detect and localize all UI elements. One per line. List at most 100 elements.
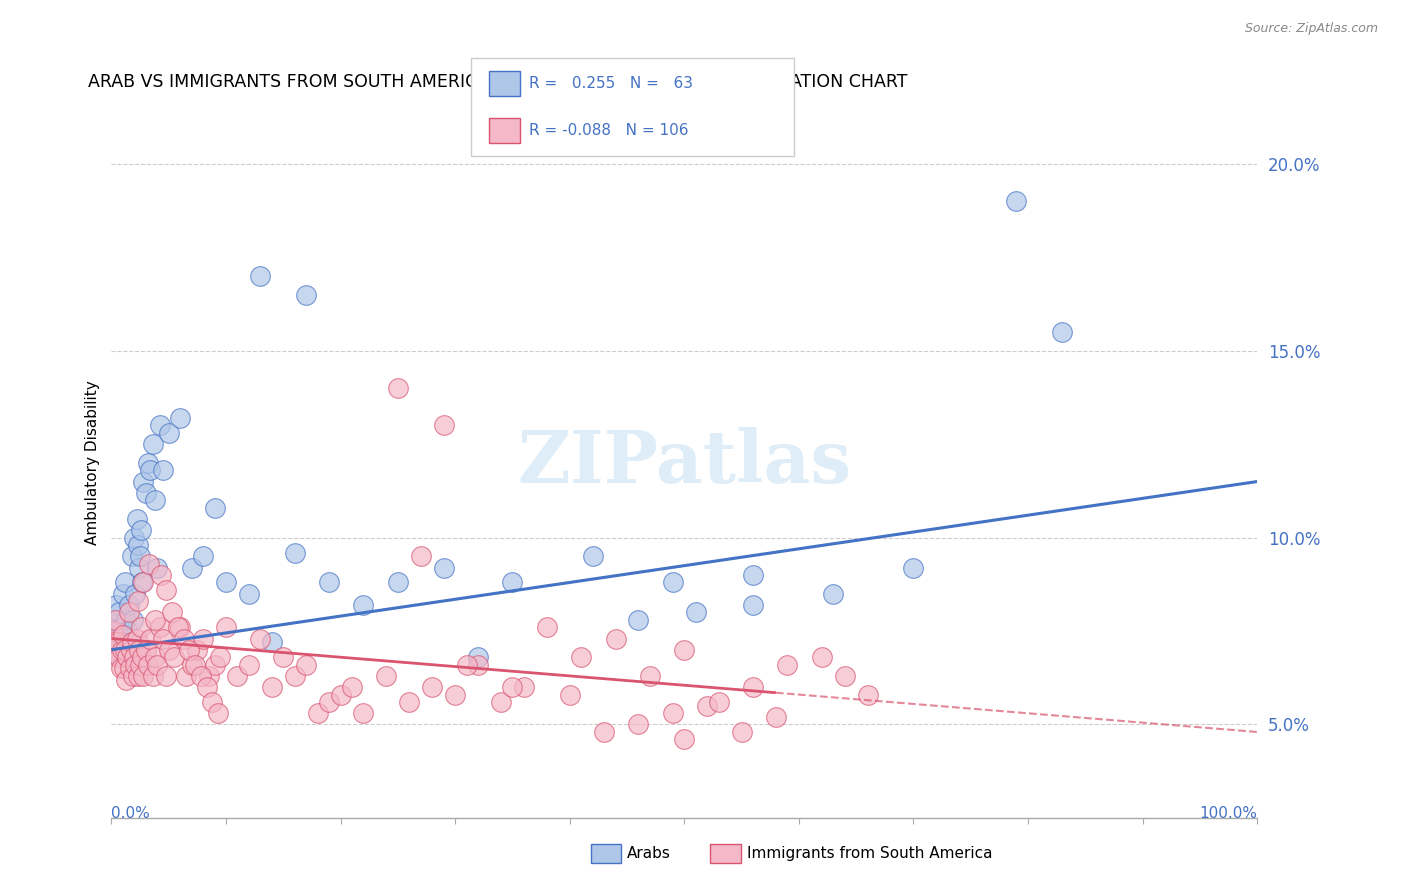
Point: [129, 523, 152, 537]
Point: [105, 650, 128, 665]
Text: R =   0.255   N =   63: R = 0.255 N = 63: [529, 77, 693, 91]
Point: [207, 706, 229, 721]
Point: [201, 695, 224, 709]
Point: [112, 635, 135, 649]
Point: [409, 549, 432, 564]
Point: [135, 642, 157, 657]
Point: [1052, 325, 1074, 339]
Point: [810, 650, 832, 665]
Point: [112, 661, 135, 675]
Point: [318, 575, 340, 590]
Point: [127, 669, 149, 683]
Point: [467, 650, 489, 665]
Point: [146, 657, 169, 672]
Text: R = -0.088   N = 106: R = -0.088 N = 106: [529, 123, 688, 137]
Point: [238, 587, 260, 601]
Point: [249, 268, 271, 283]
Point: [198, 669, 221, 683]
Point: [136, 657, 159, 672]
Point: [179, 642, 201, 657]
Point: [104, 613, 127, 627]
Point: [186, 642, 208, 657]
Point: [501, 575, 523, 590]
Point: [124, 531, 146, 545]
Point: [124, 657, 146, 672]
Point: [180, 560, 202, 574]
Point: [152, 463, 174, 477]
Point: [146, 560, 169, 574]
Point: [329, 688, 352, 702]
Point: [127, 594, 149, 608]
Point: [673, 642, 696, 657]
Point: [638, 669, 661, 683]
Point: [353, 598, 375, 612]
Point: [124, 587, 146, 601]
Point: [127, 538, 149, 552]
Point: [139, 463, 162, 477]
Text: Immigrants from South America: Immigrants from South America: [747, 847, 993, 861]
Point: [226, 669, 249, 683]
Point: [143, 650, 166, 665]
Text: ZIPatlas: ZIPatlas: [517, 427, 851, 499]
Point: [155, 582, 177, 597]
Point: [765, 710, 787, 724]
Point: [132, 575, 155, 590]
Point: [387, 381, 409, 395]
Point: [558, 688, 581, 702]
Point: [143, 493, 166, 508]
Point: [260, 680, 283, 694]
Point: [627, 613, 650, 627]
Text: 0.0%: 0.0%: [111, 805, 150, 821]
Text: ARAB VS IMMIGRANTS FROM SOUTH AMERICA AMBULATORY DISABILITY CORRELATION CHART: ARAB VS IMMIGRANTS FROM SOUTH AMERICA AM…: [89, 73, 908, 91]
Point: [209, 650, 232, 665]
Point: [627, 717, 650, 731]
Point: [513, 680, 536, 694]
Point: [295, 287, 318, 301]
Point: [215, 620, 238, 634]
Point: [204, 657, 226, 672]
Point: [101, 624, 124, 638]
Point: [132, 669, 155, 683]
Point: [536, 620, 558, 634]
Text: 100.0%: 100.0%: [1199, 805, 1257, 821]
Point: [122, 613, 145, 627]
Point: [107, 635, 129, 649]
Point: [398, 695, 420, 709]
Point: [114, 575, 136, 590]
Point: [121, 635, 143, 649]
Point: [101, 635, 124, 649]
Point: [284, 669, 307, 683]
Point: [128, 560, 150, 574]
Point: [118, 650, 141, 665]
Point: [673, 732, 696, 747]
Point: [142, 669, 165, 683]
Point: [662, 706, 685, 721]
Point: [111, 642, 134, 657]
Point: [249, 632, 271, 646]
Point: [148, 620, 170, 634]
Point: [433, 560, 456, 574]
Point: [730, 725, 752, 739]
Point: [375, 669, 398, 683]
Point: [191, 549, 214, 564]
Point: [173, 632, 195, 646]
Point: [215, 575, 238, 590]
Point: [143, 613, 166, 627]
Point: [501, 680, 523, 694]
Point: [318, 695, 340, 709]
Point: [685, 606, 707, 620]
Point: [117, 606, 139, 620]
Point: [132, 475, 155, 489]
Point: [467, 657, 489, 672]
Point: [105, 632, 128, 646]
Point: [110, 650, 132, 665]
Text: Source: ZipAtlas.com: Source: ZipAtlas.com: [1244, 22, 1378, 36]
Point: [124, 650, 146, 665]
Point: [103, 635, 125, 649]
Point: [111, 587, 134, 601]
Point: [184, 657, 207, 672]
Point: [903, 560, 925, 574]
Point: [149, 568, 172, 582]
Point: [142, 437, 165, 451]
Point: [163, 650, 186, 665]
